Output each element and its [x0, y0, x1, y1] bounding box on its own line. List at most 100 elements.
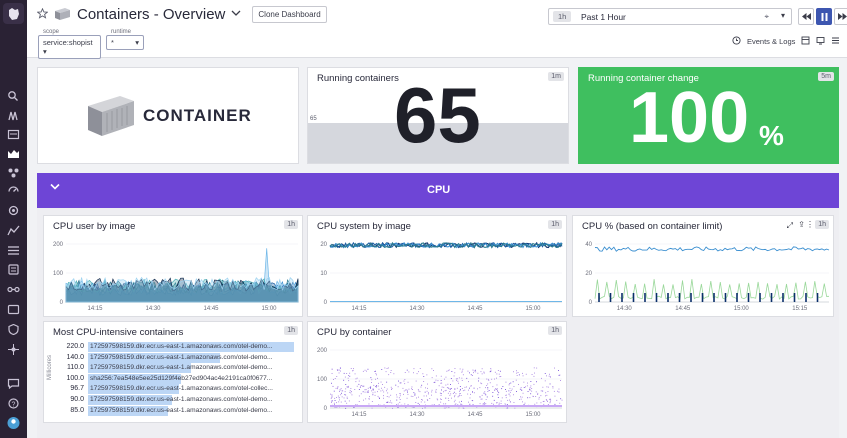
- toplist-row[interactable]: 220.0 172597598159.dkr.ecr.us-east-1.amaz…: [54, 342, 300, 352]
- chat-icon[interactable]: [7, 378, 20, 390]
- expand-icon[interactable]: ⤢: [786, 221, 793, 230]
- data-point: [462, 374, 464, 376]
- security-icon[interactable]: [7, 323, 20, 336]
- star-icon[interactable]: [36, 7, 49, 21]
- toplist-row[interactable]: 140.0 172597598159.dkr.ecr.us-east-1.amaz…: [54, 352, 300, 363]
- cpu-user-chart[interactable]: 0 100 200 14:15 14:30 14:45 15:00: [44, 236, 302, 316]
- caret-down-icon: ▾: [135, 38, 139, 47]
- monitors-icon[interactable]: [7, 186, 20, 197]
- more-options-icon[interactable]: ⋮: [806, 220, 814, 229]
- data-point: [489, 382, 491, 384]
- caret-down-icon[interactable]: ▾: [780, 11, 785, 20]
- data-point: [352, 370, 354, 371]
- pin-icon[interactable]: ⌖: [764, 12, 769, 21]
- data-point: [340, 370, 341, 372]
- data-point: [411, 386, 413, 388]
- chevron-down-icon[interactable]: [231, 10, 241, 19]
- data-point: [480, 382, 482, 384]
- toplist-row[interactable]: 85.0 172597598159.dkr.ecr.us-east-1.amazo…: [54, 405, 300, 416]
- data-point: [518, 384, 519, 385]
- export-icon[interactable]: [801, 36, 810, 47]
- cpu-user-widget: CPU user by image 1h 0 100 200 14:15 14:30 14…: [43, 215, 303, 317]
- runtime-select[interactable]: * ▾: [106, 35, 144, 50]
- data-point: [454, 372, 456, 374]
- runtime-filter[interactable]: runtime * ▾: [106, 29, 144, 50]
- datadog-logo[interactable]: [3, 3, 24, 24]
- y-tick-label: 20: [320, 242, 327, 248]
- data-point: [374, 391, 376, 393]
- data-point: [450, 388, 452, 389]
- data-point: [493, 399, 495, 401]
- y-tick-label: 0: [324, 300, 328, 306]
- data-point: [416, 397, 417, 399]
- pause-button[interactable]: [816, 8, 832, 25]
- data-point: [454, 389, 456, 390]
- data-point: [367, 391, 369, 393]
- data-point: [533, 383, 535, 385]
- ci-icon[interactable]: [7, 344, 20, 355]
- scope-select[interactable]: service:shopist ▾: [38, 35, 101, 59]
- toplist-row[interactable]: 110.0 172597598159.dkr.ecr.us-east-1.amaz…: [54, 363, 300, 374]
- cpu-by-container-chart[interactable]: 0 100 200 14:15 14:30 14:45 15:00: [308, 342, 566, 422]
- data-point: [383, 395, 384, 397]
- apm-icon[interactable]: [7, 225, 20, 236]
- dashboards-icon[interactable]: [7, 148, 20, 159]
- forward-button[interactable]: [834, 8, 847, 25]
- data-point: [530, 381, 532, 382]
- data-point: [387, 401, 389, 403]
- data-point: [500, 400, 502, 402]
- data-point: [485, 387, 486, 389]
- toplist-row[interactable]: 90.0 172597598159.dkr.ecr.us-east-1.amazo…: [54, 395, 300, 405]
- data-point: [349, 372, 351, 374]
- data-point: [447, 397, 449, 399]
- tv-mode-icon[interactable]: [816, 36, 825, 47]
- data-point: [375, 373, 377, 375]
- runtime-label: runtime: [111, 29, 132, 35]
- watchdog-icon[interactable]: [7, 110, 20, 121]
- network-icon[interactable]: [7, 284, 20, 295]
- share-icon[interactable]: ⇪: [798, 220, 805, 229]
- cpu-percent-chart[interactable]: 0 20 40 14:30 14:45 15:00 15:15: [573, 236, 833, 316]
- data-point: [358, 389, 360, 390]
- user-avatar[interactable]: [7, 416, 20, 430]
- time-tag: 1h: [284, 326, 298, 335]
- data-point: [334, 407, 336, 408]
- rum-icon[interactable]: [7, 304, 20, 315]
- data-point: [459, 394, 460, 396]
- clone-dashboard-button[interactable]: Clone Dashboard: [252, 6, 327, 23]
- data-point: [535, 396, 537, 397]
- toplist-row[interactable]: 96.7 172597598159.dkr.ecr.us-east-1.amazo…: [54, 384, 300, 395]
- data-point: [435, 389, 437, 391]
- toplist-value: 100.0: [66, 374, 84, 382]
- rewind-button[interactable]: [798, 8, 814, 25]
- data-point: [496, 384, 498, 386]
- events-logs-toggle[interactable]: Events & Logs: [732, 36, 840, 47]
- data-point: [483, 372, 485, 374]
- data-point: [462, 407, 464, 409]
- data-point: [472, 375, 473, 376]
- data-point: [538, 396, 540, 398]
- search-icon[interactable]: [7, 90, 20, 101]
- cpu-system-chart[interactable]: 0 10 20 14:15 14:30 14:45 15:00: [308, 236, 566, 316]
- data-point: [508, 393, 510, 395]
- settings-icon[interactable]: [831, 36, 840, 47]
- time-range-picker[interactable]: 1h Past 1 Hour ⌖ ▾: [548, 8, 792, 25]
- help-icon[interactable]: ?: [7, 398, 20, 409]
- logs-icon[interactable]: [7, 264, 20, 275]
- infrastructure-icon[interactable]: [7, 167, 20, 178]
- data-point: [453, 401, 455, 403]
- chevron-down-icon[interactable]: [50, 183, 60, 193]
- scope-filter[interactable]: scope service:shopist ▾: [38, 29, 101, 59]
- notebooks-icon[interactable]: [7, 245, 20, 256]
- data-point: [404, 372, 406, 373]
- data-point: [549, 373, 550, 375]
- data-point: [390, 400, 391, 402]
- integrations-icon[interactable]: [7, 205, 20, 216]
- events-icon[interactable]: [7, 129, 20, 140]
- data-point: [478, 377, 480, 379]
- data-point: [448, 407, 450, 408]
- toplist-row[interactable]: 100.0 sha256:7ea548e5ee25d129f4eb27ed904a…: [54, 373, 300, 384]
- data-point: [536, 381, 537, 383]
- data-point: [455, 393, 457, 395]
- cpu-group-header[interactable]: CPU: [37, 173, 839, 208]
